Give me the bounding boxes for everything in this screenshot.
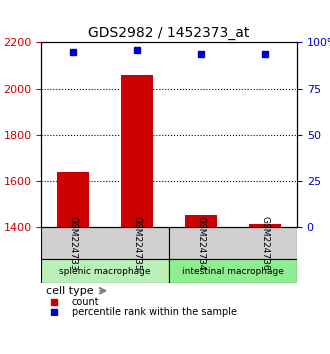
Text: splenic macrophage: splenic macrophage xyxy=(59,267,151,275)
Text: GSM224735: GSM224735 xyxy=(133,216,142,271)
Text: count: count xyxy=(72,297,100,307)
Bar xyxy=(57,172,89,227)
FancyBboxPatch shape xyxy=(169,259,297,283)
Bar xyxy=(121,75,153,227)
Bar xyxy=(185,215,217,227)
FancyBboxPatch shape xyxy=(169,227,297,259)
FancyBboxPatch shape xyxy=(41,259,169,283)
Text: cell type: cell type xyxy=(46,286,94,296)
Text: GSM224734: GSM224734 xyxy=(197,216,206,270)
Text: GSM224733: GSM224733 xyxy=(69,216,78,271)
Text: GSM224736: GSM224736 xyxy=(260,216,270,271)
Title: GDS2982 / 1452373_at: GDS2982 / 1452373_at xyxy=(88,26,250,40)
FancyBboxPatch shape xyxy=(41,227,169,259)
Bar xyxy=(249,224,281,227)
Text: intestinal macrophage: intestinal macrophage xyxy=(182,267,284,275)
Text: percentile rank within the sample: percentile rank within the sample xyxy=(72,307,237,317)
